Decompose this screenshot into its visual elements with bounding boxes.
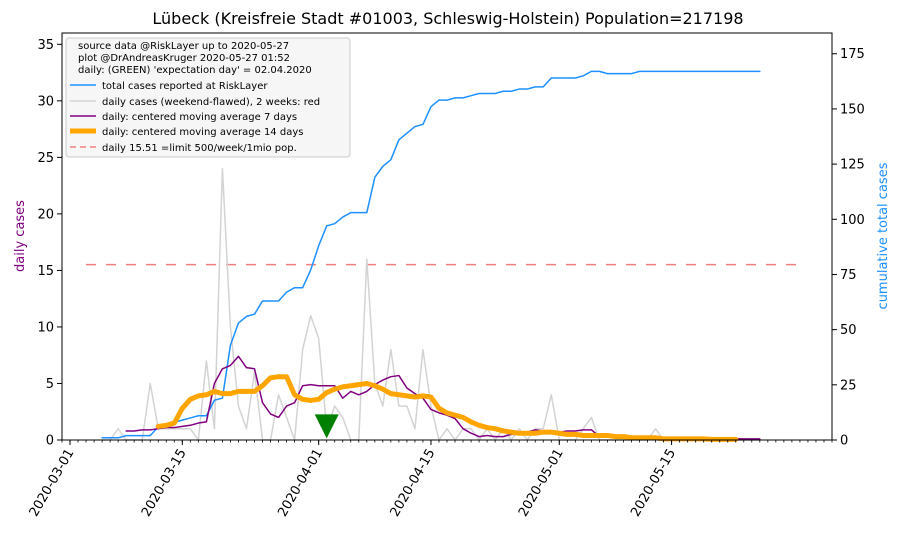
- legend-entry-label: total cases reported at RiskLayer: [102, 81, 268, 92]
- y-axis-left: 0 5 10 15 20 25 30 35: [37, 38, 62, 449]
- legend-entry-label: daily 15.51 =limit 500/week/1mio pop.: [102, 143, 297, 154]
- legend-header-line: source data @RiskLayer up to 2020-05-27: [78, 41, 289, 52]
- legend-box: [65, 37, 351, 158]
- expectation-day-marker: [314, 414, 339, 439]
- y-left-tick-label: 20: [37, 207, 54, 222]
- y-left-tick-label: 35: [37, 38, 54, 53]
- y-right-tick-label: 125: [840, 158, 865, 173]
- legend-header-line: daily: (GREEN) 'expectation day' = 02.04…: [78, 65, 312, 76]
- legend-entry-label: daily cases (weekend-flawed), 2 weeks: r…: [102, 97, 320, 108]
- y-axis-right-label: cumulative total cases: [876, 162, 891, 309]
- series-total-cases: [101, 70, 761, 439]
- y-right-tick-label: 75: [840, 268, 857, 283]
- x-tick-label: 2020-04-15: [388, 447, 439, 520]
- legend-entry-label: daily: centered moving average 7 days: [102, 112, 297, 123]
- x-tick-label: 2020-05-01: [516, 447, 567, 520]
- y-right-tick-label: 25: [840, 378, 857, 393]
- y-left-tick-label: 0: [46, 434, 54, 449]
- y-right-tick-label: 100: [840, 213, 865, 228]
- y-right-tick-label: 50: [840, 323, 857, 338]
- series-ma14: [155, 374, 739, 442]
- y-left-tick-label: 15: [37, 264, 54, 279]
- y-right-tick-label: 150: [840, 102, 865, 117]
- y-axis-left-label: daily cases: [13, 200, 28, 272]
- y-axis-right: 0 25 50 75 100 125 150 175: [832, 47, 865, 449]
- y-left-tick-label: 25: [37, 151, 54, 166]
- x-tick-label: 2020-05-15: [628, 447, 679, 520]
- y-left-tick-label: 30: [37, 94, 54, 109]
- legend: source data @RiskLayer up to 2020-05-27 …: [65, 37, 351, 158]
- x-tick-label: 2020-03-15: [139, 447, 190, 520]
- y-left-tick-label: 10: [37, 320, 54, 335]
- y-right-tick-label: 0: [840, 434, 848, 449]
- x-tick-label: 2020-03-01: [27, 447, 78, 520]
- legend-header-line: plot @DrAndreasKruger 2020-05-27 01:52: [78, 53, 290, 64]
- chart-title: Lübeck (Kreisfreie Stadt #01003, Schlesw…: [152, 9, 743, 28]
- y-left-tick-label: 5: [46, 377, 54, 392]
- x-tick-label: 2020-04-01: [275, 447, 326, 520]
- x-axis: 2020-03-01 2020-03-15 2020-04-01 2020-04-15…: [27, 440, 833, 520]
- y-right-tick-label: 175: [840, 47, 865, 62]
- legend-entry-label: daily: centered moving average 14 days: [102, 127, 303, 138]
